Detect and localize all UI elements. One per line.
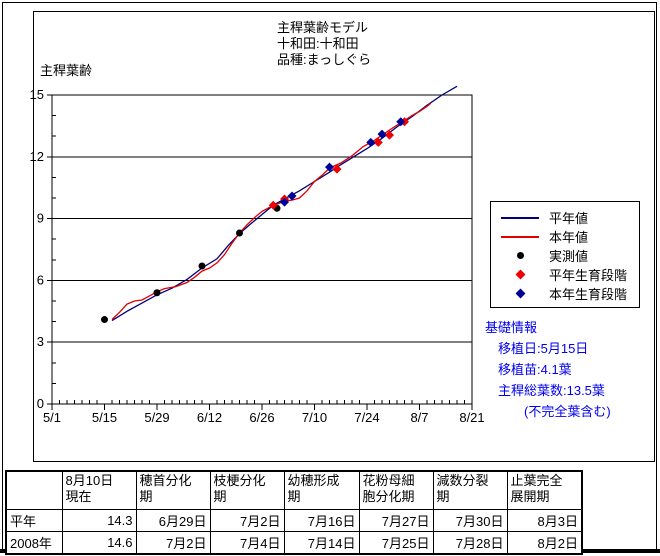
x-tick-label: 6/12 [197, 410, 222, 425]
y-tick-label: 0 [37, 396, 44, 411]
table-cell: 7月27日 [358, 508, 434, 532]
legend-label: 平年値 [549, 211, 589, 226]
table-header-cell: 幼穂形成 期 [283, 470, 360, 510]
growth-stage-marker [325, 162, 334, 172]
window-border-right [656, 2, 657, 550]
growth-stage-marker [366, 137, 376, 147]
growth-stage-marker [332, 164, 342, 174]
measured-point [198, 262, 206, 270]
table-cell: 7月4日 [209, 530, 285, 554]
table-header-cell: 8月10日 現在 [61, 470, 137, 510]
window-border-left [2, 2, 3, 550]
window-border-top [2, 2, 657, 3]
x-tick-label: 7/24 [354, 410, 379, 425]
y-tick-label: 15 [30, 87, 44, 102]
legend-marker [516, 252, 524, 259]
legend-diamond-icon [491, 269, 549, 280]
growth-stage-marker [377, 129, 387, 139]
x-tick-label: 6/26 [249, 410, 274, 425]
table-header-row: 8月10日 現在 穂首分化 期枝梗分化 期幼穂形成 期花粉母細 胞分化期 減数分裂 … [5, 470, 583, 510]
table-row: 2008年 14.6 7月2日 7月4日 7月14日 7月25日 7月28日 8月2日 [5, 530, 583, 554]
table-cell: 7月25日 [358, 530, 434, 554]
growth-stage-marker [385, 130, 394, 140]
legend-item: 平年生育段階 [491, 265, 639, 284]
legend-marker [515, 269, 525, 280]
table-row-label: 平年 [5, 508, 63, 532]
y-tick-label: 9 [37, 211, 44, 226]
growth-stage-marker [373, 137, 383, 147]
table-cell: 7月30日 [432, 508, 508, 532]
x-tick-label: 5/15 [92, 410, 117, 425]
legend-marker [515, 288, 525, 299]
chart-title: 主稈葉齢モデル 十和田:十和田 品種:まっしぐら [277, 20, 372, 67]
table-cell: 7月2日 [209, 508, 285, 532]
x-tick-label: 8/7 [410, 410, 428, 425]
table-cell: 14.3 [61, 508, 137, 532]
legend-marker [501, 235, 539, 238]
y-tick-label: 6 [37, 272, 44, 287]
legend-line-sample [491, 216, 549, 219]
basic-info-text: 基礎情報 移植日:5月15日 移植苗:4.1葉 主稈総葉数:13.5葉 (不完全… [485, 320, 611, 419]
table-header-cell: 穂首分化 期 [135, 470, 211, 510]
x-tick-label: 5/1 [43, 410, 61, 425]
legend-item: 本年生育段階 [491, 284, 639, 303]
table-header-cell: 枝梗分化 期 [209, 470, 285, 510]
table-cell: 7月14日 [283, 530, 360, 554]
legend-marker [501, 216, 539, 219]
table-cell: 6月29日 [135, 508, 211, 532]
table-cell: 8月3日 [506, 508, 583, 532]
y-tick-label: 3 [37, 334, 44, 349]
series-line-本年値 [111, 102, 432, 320]
y-tick-label: 12 [30, 149, 44, 164]
legend-label: 本年生育段階 [549, 287, 628, 302]
legend-item: 平年値 [491, 208, 639, 227]
measured-point [236, 229, 243, 237]
legend-item: 実測値 [491, 246, 639, 265]
x-tick-label: 8/21 [459, 410, 484, 425]
plot-border [51, 94, 473, 405]
chart-frame [33, 11, 655, 462]
table-row-label: 2008年 [5, 530, 63, 554]
measured-point [101, 316, 108, 324]
growth-stage-marker [287, 191, 297, 201]
table-cell: 8月2日 [506, 530, 583, 554]
x-tick-label: 7/10 [302, 410, 327, 425]
table-cell: 7月16日 [283, 508, 360, 532]
growth-stage-marker [280, 197, 289, 207]
growth-stage-table: 8月10日 現在 穂首分化 期枝梗分化 期幼穂形成 期花粉母細 胞分化期 減数分裂 … [5, 470, 583, 555]
y-axis-title: 主稈葉齢 [40, 63, 93, 78]
table-header-cell [5, 470, 63, 510]
legend-label: 実測値 [549, 249, 589, 264]
table-row: 平年 14.3 6月29日 7月2日 7月16日 7月27日 7月30日 8月3日 [5, 508, 583, 532]
x-tick-label: 5/29 [144, 410, 169, 425]
table-header-cell: 花粉母細 胞分化期 [358, 470, 434, 510]
measured-point [153, 289, 161, 297]
legend-label: 平年生育段階 [549, 268, 628, 283]
legend-line-sample [491, 235, 549, 238]
chart-legend: 平年値本年値実測値平年生育段階 本年生育段階 [490, 201, 640, 308]
table-cell: 14.6 [61, 530, 137, 554]
legend-diamond-icon [491, 288, 549, 299]
legend-label: 本年値 [549, 230, 589, 245]
legend-dot-icon [491, 252, 549, 259]
table-cell: 7月2日 [135, 530, 211, 554]
table-header-cell: 止葉完全 展開期 [506, 470, 583, 510]
growth-stage-marker [268, 200, 278, 210]
growth-stage-marker [396, 117, 406, 127]
growth-stage-table-container: 8月10日 現在 穂首分化 期枝梗分化 期幼穂形成 期花粉母細 胞分化期 減数分裂 … [5, 470, 583, 555]
legend-item: 本年値 [491, 227, 639, 246]
table-header-cell: 減数分裂 期 [432, 470, 508, 510]
table-cell: 7月28日 [432, 530, 508, 554]
